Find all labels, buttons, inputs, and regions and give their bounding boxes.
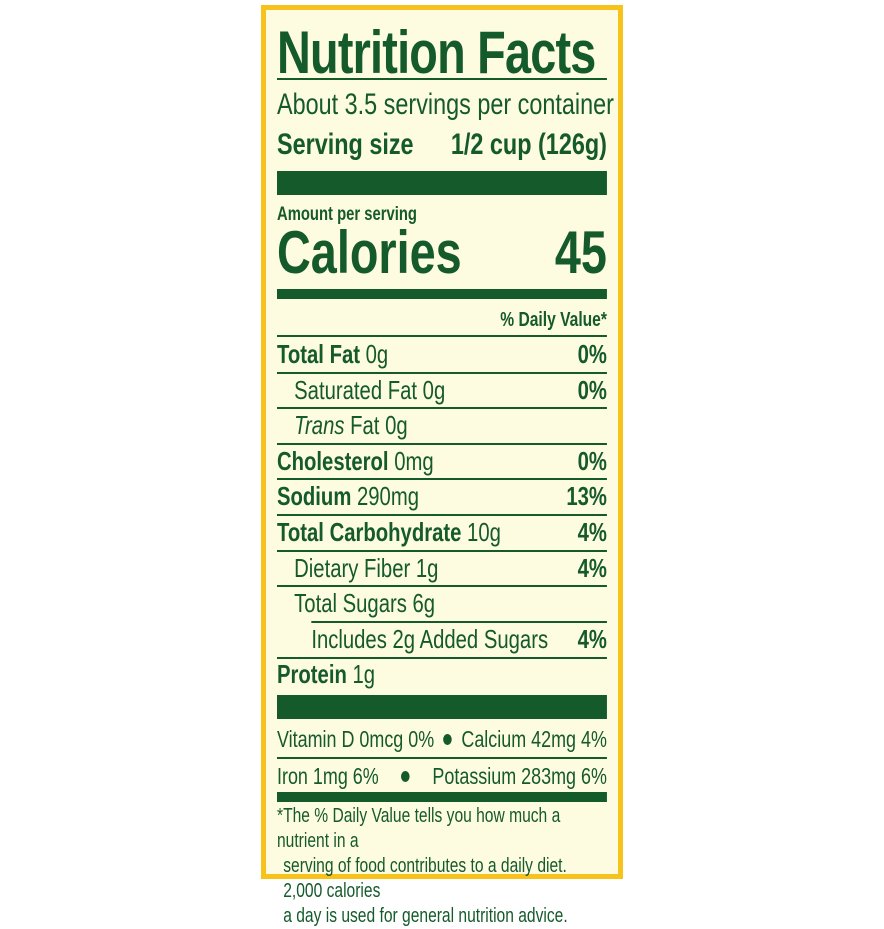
divider bbox=[277, 657, 607, 659]
nutrient-row-cholesterol: Cholesterol 0mg 0% bbox=[277, 444, 607, 478]
nutrient-amount: 1g bbox=[346, 658, 376, 689]
divider bbox=[277, 550, 607, 552]
nutrient-row-added-sugars: Includes 2g Added Sugars 4% bbox=[277, 622, 607, 656]
footnote-line: a day is used for general nutrition advi… bbox=[283, 905, 568, 927]
vitamin-row: Iron 1mg 6% Potassium 283mg 6% bbox=[277, 759, 607, 793]
serving-size-row: Serving size 1/2 cup (126g) bbox=[277, 129, 607, 161]
nutrient-amount: 0g bbox=[417, 374, 446, 405]
nutrient-name: Total Sugars bbox=[294, 587, 407, 618]
nutrient-row-sodium: Sodium 290mg 13% bbox=[277, 479, 607, 513]
nutrient-row-dietary-fiber: Dietary Fiber 1g 4% bbox=[277, 551, 607, 585]
divider bbox=[277, 443, 607, 445]
divider bbox=[277, 757, 607, 759]
nutrient-name: Cholesterol bbox=[277, 445, 389, 476]
iron: Iron 1mg 6% bbox=[277, 762, 379, 789]
nutrient-amount: 6g bbox=[406, 587, 436, 618]
nutrient-dv: 4% bbox=[577, 623, 607, 654]
serving-size-value: 1/2 cup (126g) bbox=[450, 128, 607, 161]
nutrient-name: Dietary Fiber bbox=[294, 552, 411, 583]
footnote: *The % Daily Value tells you how much a … bbox=[277, 804, 607, 929]
medium-divider bbox=[277, 289, 607, 299]
divider bbox=[277, 372, 607, 374]
nutrient-dv: 0% bbox=[577, 338, 607, 369]
divider bbox=[277, 585, 607, 587]
daily-value-header: % Daily Value* bbox=[500, 309, 607, 331]
label-title: Nutrition Facts bbox=[277, 19, 596, 86]
potassium: Potassium 283mg 6% bbox=[432, 762, 607, 789]
nutrient-amount: 290mg bbox=[351, 480, 420, 511]
divider bbox=[277, 514, 607, 516]
nutrient-dv: 13% bbox=[566, 480, 607, 511]
nutrient-name: Total Fat bbox=[277, 338, 360, 369]
calories-value: 45 bbox=[554, 219, 607, 286]
nutrient-amount: Fat 0g bbox=[344, 409, 408, 440]
nutrient-dv: 0% bbox=[577, 374, 607, 405]
divider bbox=[277, 478, 607, 480]
medium-divider bbox=[277, 792, 607, 802]
nutrient-amount: 0mg bbox=[388, 445, 434, 476]
serving-size-label: Serving size bbox=[277, 128, 414, 161]
bullet-icon bbox=[443, 733, 453, 745]
nutrient-row-total-fat: Total Fat 0g 0% bbox=[277, 337, 607, 371]
vitamin-row: Vitamin D 0mcg 0% Calcium 42mg 4% bbox=[277, 722, 607, 756]
amount-per-serving: Amount per serving bbox=[277, 204, 417, 225]
thick-divider bbox=[277, 695, 607, 719]
nutrient-row-trans-fat: Trans Fat 0g bbox=[277, 408, 607, 442]
nutrient-name: Saturated Fat bbox=[294, 374, 418, 405]
nutrition-facts-label: Nutrition Facts About 3.5 servings per c… bbox=[261, 5, 623, 927]
nutrient-name: Protein bbox=[277, 658, 347, 689]
nutrient-row-saturated-fat: Saturated Fat 0g 0% bbox=[277, 373, 607, 407]
nutrient-name: Total Carbohydrate bbox=[277, 516, 462, 547]
thick-divider bbox=[277, 171, 607, 195]
divider bbox=[311, 621, 607, 623]
vitamin-d: Vitamin D 0mcg 0% bbox=[277, 725, 435, 752]
footnote-line: serving of food contributes to a daily d… bbox=[283, 855, 567, 902]
bullet-icon bbox=[401, 770, 410, 782]
footnote-line: *The % Daily Value tells you how much a … bbox=[277, 805, 561, 852]
calcium: Calcium 42mg 4% bbox=[461, 725, 607, 752]
nutrient-amount: 1g bbox=[410, 552, 439, 583]
calories-label: Calories bbox=[277, 219, 462, 286]
divider bbox=[277, 335, 607, 337]
nutrient-name: Includes 2g Added Sugars bbox=[311, 623, 549, 654]
nutrient-name: Trans bbox=[294, 409, 345, 440]
nutrient-row-total-carbohydrate: Total Carbohydrate 10g 4% bbox=[277, 515, 607, 549]
nutrient-row-total-sugars: Total Sugars 6g bbox=[277, 586, 607, 620]
nutrient-amount: 10g bbox=[461, 516, 501, 547]
nutrient-amount: 0g bbox=[359, 338, 389, 369]
nutrient-dv: 0% bbox=[577, 445, 607, 476]
nutrient-dv: 4% bbox=[577, 516, 607, 547]
nutrient-dv: 4% bbox=[577, 552, 607, 583]
servings-per-container: About 3.5 servings per container bbox=[277, 88, 614, 121]
divider bbox=[277, 407, 607, 409]
nutrient-row-protein: Protein 1g bbox=[277, 657, 607, 691]
divider bbox=[277, 78, 607, 80]
calories-row: Calories 45 bbox=[277, 223, 607, 283]
nutrient-name: Sodium bbox=[277, 480, 352, 511]
